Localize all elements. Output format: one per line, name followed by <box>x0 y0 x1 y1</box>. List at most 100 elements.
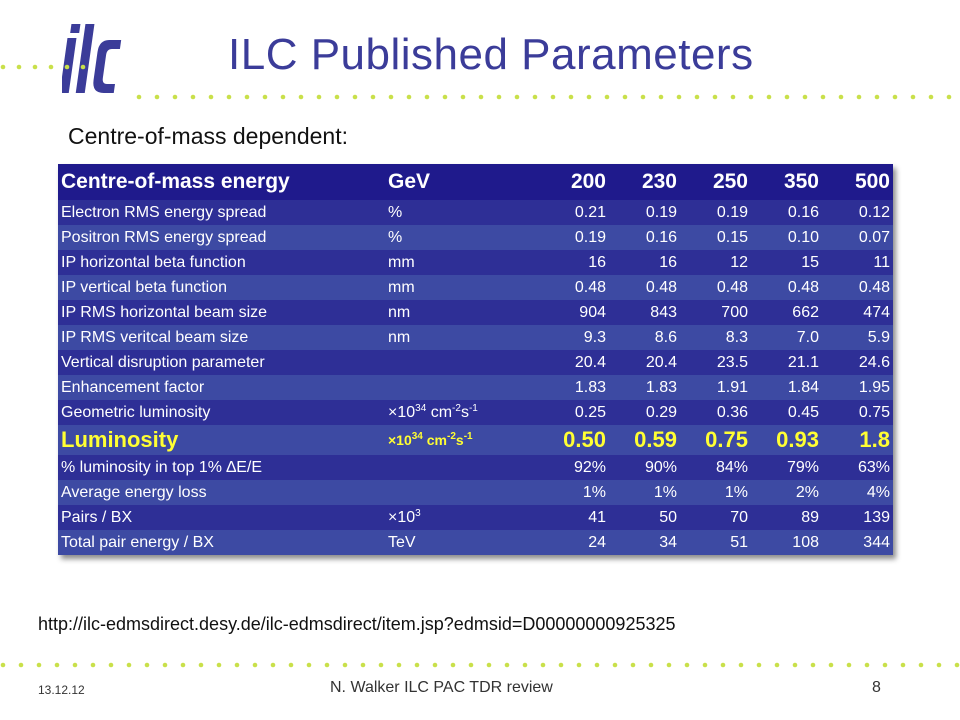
dot <box>568 94 574 100</box>
table-row: IP RMS horizontal beam size nm 904 843 700 66… <box>58 300 893 325</box>
row-label: IP RMS horizontal beam size <box>58 300 385 325</box>
dot <box>928 94 934 100</box>
row-value: 24.6 <box>822 350 893 375</box>
dot <box>522 662 528 668</box>
row-value: 11 <box>822 250 893 275</box>
row-label: Total pair energy / BX <box>58 530 385 555</box>
page-title: ILC Published Parameters <box>228 30 754 79</box>
dot <box>342 662 348 668</box>
header-value: 200 <box>538 164 609 200</box>
row-unit: ×103 <box>385 505 538 530</box>
dot <box>730 94 736 100</box>
row-label: Luminosity <box>58 425 385 455</box>
dot <box>198 662 204 668</box>
dot <box>324 662 330 668</box>
table-row: Geometric luminosity ×1034 cm-2s-1 0.25 0.2… <box>58 400 893 425</box>
row-label: % luminosity in top 1% ∆E/E <box>58 455 385 480</box>
dot <box>612 662 618 668</box>
dot <box>32 64 38 70</box>
dot <box>954 662 960 668</box>
footer-author: N. Walker ILC PAC TDR review <box>330 679 553 696</box>
row-value: 344 <box>822 530 893 555</box>
dot <box>226 94 232 100</box>
dot <box>738 662 744 668</box>
dot <box>828 662 834 668</box>
page-number: 8 <box>872 679 881 696</box>
row-value: 108 <box>751 530 822 555</box>
row-unit: nm <box>385 325 538 350</box>
unit-text: cm <box>426 403 453 421</box>
dot <box>306 662 312 668</box>
row-value: 139 <box>822 505 893 530</box>
dot <box>162 662 168 668</box>
dot <box>262 94 268 100</box>
dot <box>288 662 294 668</box>
unit-text: s <box>455 432 464 448</box>
dot <box>766 94 772 100</box>
row-value: 9.3 <box>538 325 609 350</box>
dot <box>460 94 466 100</box>
row-value: 20.4 <box>538 350 609 375</box>
header-label: Centre-of-mass energy <box>58 164 385 200</box>
row-value: 0.59 <box>609 425 680 455</box>
dot <box>334 94 340 100</box>
row-unit: mm <box>385 250 538 275</box>
dotted-line-bottom <box>0 662 960 668</box>
dot <box>838 94 844 100</box>
row-value: 24 <box>538 530 609 555</box>
dot <box>658 94 664 100</box>
row-label: Average energy loss <box>58 480 385 505</box>
dot <box>784 94 790 100</box>
row-value: 0.48 <box>538 275 609 300</box>
table-body: Electron RMS energy spread% 0.21 0.19 0.19 0… <box>58 200 893 555</box>
table-header-row: Centre-of-mass energy GeV 200 230 250 35… <box>58 164 893 200</box>
dot <box>594 662 600 668</box>
dot <box>352 94 358 100</box>
dot <box>918 662 924 668</box>
row-unit <box>385 350 538 375</box>
dot <box>712 94 718 100</box>
row-unit: ×1034 cm-2s-1 <box>385 425 538 455</box>
dot <box>216 662 222 668</box>
dot <box>820 94 826 100</box>
row-value: 0.48 <box>609 275 680 300</box>
dot <box>432 662 438 668</box>
table-row: Enhancement factor 1.83 1.83 1.91 1.84 1.95 <box>58 375 893 400</box>
dot <box>910 94 916 100</box>
dot <box>586 94 592 100</box>
dot <box>478 94 484 100</box>
unit-text: cm <box>422 432 447 448</box>
row-value: 0.75 <box>680 425 751 455</box>
source-url[interactable]: http://ilc-edmsdirect.desy.de/ilc-edmsdi… <box>38 614 676 634</box>
dot <box>684 662 690 668</box>
row-label: Electron RMS energy spread <box>58 200 385 225</box>
dot <box>640 94 646 100</box>
unit-exponent: -2 <box>447 431 456 442</box>
row-value: 50 <box>609 505 680 530</box>
row-value: 2% <box>751 480 822 505</box>
dot <box>16 64 22 70</box>
dot <box>648 662 654 668</box>
header-value: 250 <box>680 164 751 200</box>
row-value: 7.0 <box>751 325 822 350</box>
row-value: 0.19 <box>538 225 609 250</box>
table-row: IP RMS veritcal beam size nm 9.3 8.6 8.3 7.0 5… <box>58 325 893 350</box>
dot <box>792 662 798 668</box>
dot <box>514 94 520 100</box>
dot <box>756 662 762 668</box>
dot <box>360 662 366 668</box>
row-unit <box>385 375 538 400</box>
row-value: 0.10 <box>751 225 822 250</box>
dot <box>486 662 492 668</box>
row-value: 1.8 <box>822 425 893 455</box>
dot <box>442 94 448 100</box>
row-value: 1.95 <box>822 375 893 400</box>
dot <box>810 662 816 668</box>
table-row: Vertical disruption parameter 20.4 20.4 23.… <box>58 350 893 375</box>
row-value: 1% <box>680 480 751 505</box>
dot <box>558 662 564 668</box>
row-value: 0.16 <box>609 225 680 250</box>
row-unit <box>385 480 538 505</box>
dot <box>270 662 276 668</box>
table-row: Electron RMS energy spread% 0.21 0.19 0.19 0… <box>58 200 893 225</box>
